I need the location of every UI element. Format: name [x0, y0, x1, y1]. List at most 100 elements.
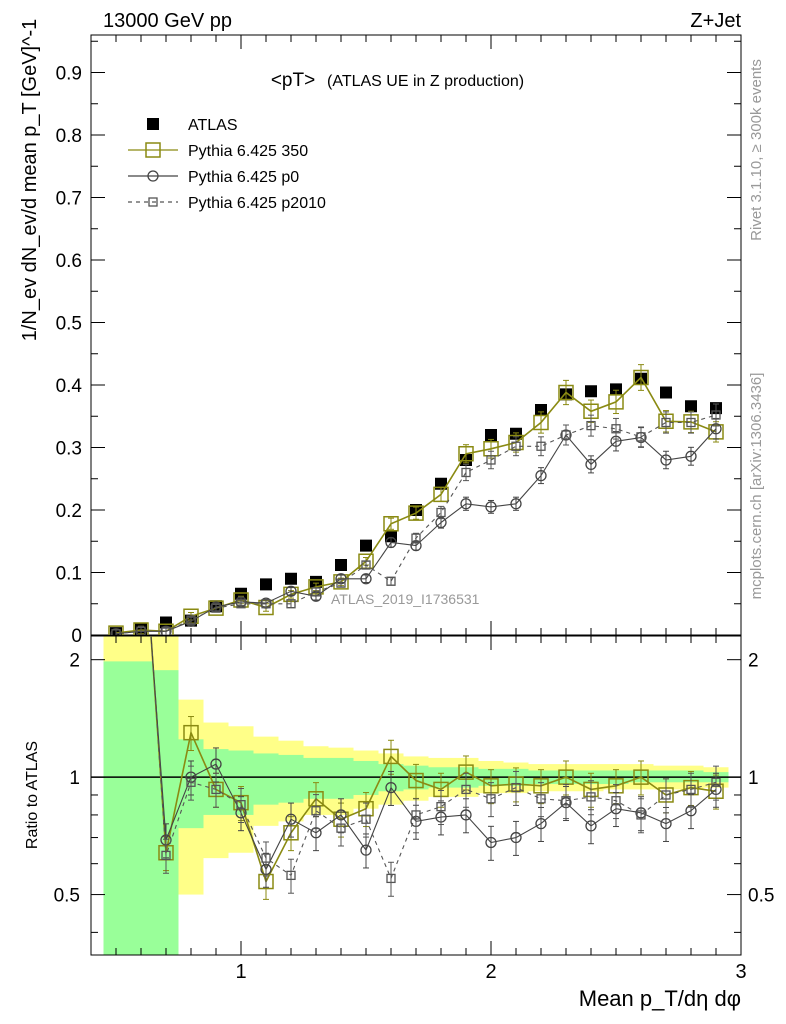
data-point	[535, 469, 547, 482]
data-point	[485, 429, 497, 441]
data-point	[411, 533, 421, 543]
data-point	[160, 625, 172, 635]
side-label-rivet: Rivet 3.1.10, ≥ 300k events	[748, 59, 765, 241]
data-point	[486, 455, 496, 465]
y-tick-label: 0.2	[56, 501, 82, 522]
upper-ylabel: 1/N_ev dN_ev/d mean p_T [GeV]^-1	[19, 19, 41, 342]
lower-panel: 1 2 3 0.5 0.5 1 1 2 2	[54, 635, 774, 983]
ratio-point	[536, 794, 546, 804]
data-point	[386, 576, 396, 586]
plot-title-suffix: (ATLAS UE in Z production)	[327, 73, 524, 90]
data-point	[661, 417, 671, 428]
ratio-point	[236, 800, 246, 810]
ratio-point	[711, 777, 721, 787]
data-point	[285, 572, 297, 585]
ratio-point	[485, 836, 497, 849]
y-tick-label-right: 1	[748, 768, 759, 789]
data-point	[610, 383, 622, 396]
x-tick-label: 3	[735, 961, 746, 983]
data-point	[311, 587, 321, 597]
ratio-point	[408, 772, 424, 789]
ratio-point	[336, 823, 346, 833]
y-tick-label: 0.4	[56, 376, 83, 397]
data-point	[561, 430, 571, 440]
data-point	[133, 622, 149, 635]
ratio-point	[411, 810, 421, 820]
data-point	[533, 414, 549, 431]
y-tick-label: 0.1	[56, 564, 82, 585]
y-tick-label: 0.5	[56, 314, 82, 335]
band-green	[278, 754, 304, 803]
data-point	[461, 467, 471, 478]
data-point	[110, 628, 122, 635]
band-green	[103, 661, 154, 955]
data-point	[285, 585, 297, 597]
data-point	[408, 505, 424, 521]
data-point	[510, 498, 522, 510]
upper-panel: 0 0.1 0.2 0.3 0.4 0.5 0.6 0.7 0.8 0.9	[56, 34, 742, 647]
data-point	[436, 507, 446, 518]
data-point	[458, 446, 474, 462]
xlabel: Mean p_T/dη dφ	[579, 986, 741, 1011]
data-point	[608, 394, 624, 410]
legend-marker	[148, 197, 158, 207]
data-point	[711, 410, 721, 420]
ratio-point	[210, 758, 222, 770]
data-point	[460, 498, 472, 510]
x-tick-label: 1	[235, 961, 246, 983]
side-label-mcplots: mcplots.cern.ch [arXiv:1306.3436]	[748, 373, 765, 600]
ratio-point	[661, 790, 671, 800]
data-point	[383, 516, 399, 532]
ratio-point	[511, 782, 521, 793]
ratio-point	[633, 769, 649, 785]
data-point	[336, 578, 346, 588]
ratio-point	[611, 796, 621, 806]
legend-marker	[147, 170, 159, 182]
y-tick-label: 1	[69, 768, 80, 789]
legend: ATLAS Pythia 6.425 350 Pythia 6.425 p0 Pyth…	[128, 117, 326, 212]
y-tick-label: 2	[69, 651, 80, 672]
data-point	[361, 560, 371, 570]
ratio-point	[486, 794, 496, 804]
y-tick-label: 0.9	[56, 64, 82, 85]
data-point	[535, 404, 547, 416]
lower-series	[150, 636, 724, 900]
data-point	[135, 625, 147, 635]
ratio-point	[636, 810, 646, 820]
data-point	[558, 384, 574, 401]
data-point	[585, 385, 597, 398]
ratio-point	[460, 809, 472, 821]
y-tick-label: 0.3	[56, 439, 82, 460]
upper-series	[108, 364, 724, 635]
data-point	[161, 626, 171, 635]
ratio-point	[436, 802, 446, 812]
y-tick-label: 0.5	[54, 886, 80, 907]
legend-label: ATLAS	[188, 117, 238, 134]
data-point	[660, 454, 672, 466]
data-point	[335, 559, 347, 571]
ratio-point	[660, 817, 672, 830]
ratio-point	[211, 784, 221, 795]
data-point	[111, 629, 121, 635]
ratio-point	[161, 850, 171, 861]
ratio-point	[461, 784, 471, 795]
y-tick-label: 0	[71, 626, 82, 647]
data-point	[636, 432, 646, 442]
band-green	[253, 753, 279, 805]
data-point	[485, 501, 497, 513]
data-point	[136, 626, 146, 635]
data-point	[433, 486, 449, 503]
data-point	[286, 599, 296, 609]
ratio-point	[586, 792, 596, 802]
ratio-point	[360, 844, 372, 856]
y-tick-label: 0.6	[56, 251, 82, 272]
data-point	[511, 441, 521, 451]
ratio-point	[510, 831, 522, 844]
data-point	[310, 575, 322, 588]
data-point	[208, 600, 224, 616]
ratio-point	[561, 796, 571, 806]
data-point	[260, 578, 272, 591]
header-left: 13000 GeV pp	[103, 10, 232, 32]
data-point	[685, 450, 697, 462]
band-green	[353, 760, 379, 795]
